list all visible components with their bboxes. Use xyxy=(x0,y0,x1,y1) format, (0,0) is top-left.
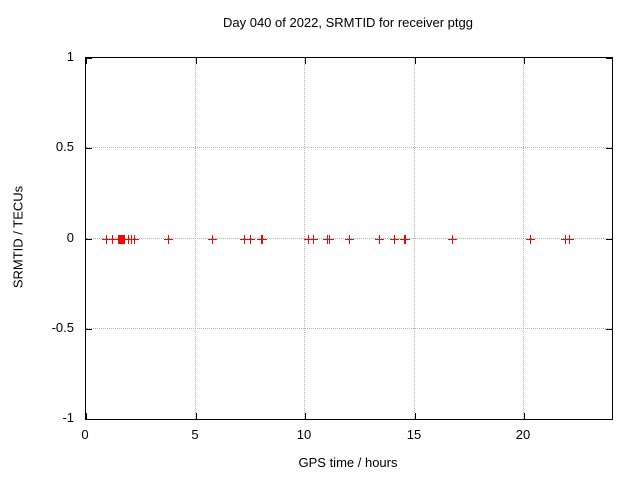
data-point-marker xyxy=(448,234,457,244)
x-tick-mark xyxy=(415,58,416,64)
y-tick-mark xyxy=(86,419,92,420)
x-grid-line xyxy=(194,58,196,419)
x-tick-mark xyxy=(196,58,197,64)
chart-title: Day 040 of 2022, SRMTID for receiver ptg… xyxy=(222,15,473,30)
y-tick-mark xyxy=(606,148,612,149)
x-tick-mark xyxy=(305,413,306,419)
x-tick-mark xyxy=(524,58,525,64)
y-tick-mark xyxy=(606,239,612,240)
x-tick-mark xyxy=(196,413,197,419)
x-tick-label: 20 xyxy=(515,427,531,442)
x-axis-label: GPS time / hours xyxy=(298,455,398,470)
y-tick-mark xyxy=(86,239,92,240)
data-point-marker xyxy=(565,234,575,244)
y-tick-mark xyxy=(86,148,92,149)
y-tick-label: -1 xyxy=(62,410,74,425)
data-point-marker xyxy=(108,234,118,244)
data-point-marker xyxy=(101,234,111,244)
data-point-marker xyxy=(374,234,384,244)
data-point-marker xyxy=(258,234,268,244)
x-tick-mark xyxy=(524,413,525,419)
data-point-marker xyxy=(400,234,410,244)
x-grid-line xyxy=(413,58,415,419)
data-point-marker xyxy=(389,234,399,244)
y-tick-mark xyxy=(86,329,92,330)
y-tick-label: -0.5 xyxy=(51,320,74,335)
x-grid-line xyxy=(523,58,525,419)
x-tick-label: 15 xyxy=(406,427,422,442)
data-point-marker xyxy=(239,234,249,244)
plot-area xyxy=(85,57,613,420)
y-tick-label: 1 xyxy=(66,49,74,64)
y-grid-line xyxy=(86,327,612,329)
x-tick-label: 0 xyxy=(81,427,89,442)
data-point-marker xyxy=(345,234,354,244)
data-point-marker xyxy=(525,234,535,244)
y-tick-mark xyxy=(86,58,92,59)
y-grid-line xyxy=(86,147,612,149)
x-tick-mark xyxy=(86,413,87,419)
data-point-marker xyxy=(246,234,256,244)
x-tick-label: 5 xyxy=(191,427,199,442)
y-tick-mark xyxy=(606,329,612,330)
data-point-marker xyxy=(308,234,318,244)
y-tick-label: 0.5 xyxy=(55,139,74,154)
x-tick-mark xyxy=(415,413,416,419)
data-point-marker xyxy=(164,234,174,244)
x-tick-label: 10 xyxy=(296,427,312,442)
y-tick-mark xyxy=(606,58,612,59)
data-point-marker xyxy=(130,234,140,244)
y-tick-mark xyxy=(606,419,612,420)
data-point-marker xyxy=(208,234,218,244)
y-tick-label: 0 xyxy=(66,230,74,245)
x-tick-mark xyxy=(86,58,87,64)
x-tick-mark xyxy=(305,58,306,64)
data-point-marker xyxy=(325,234,335,244)
